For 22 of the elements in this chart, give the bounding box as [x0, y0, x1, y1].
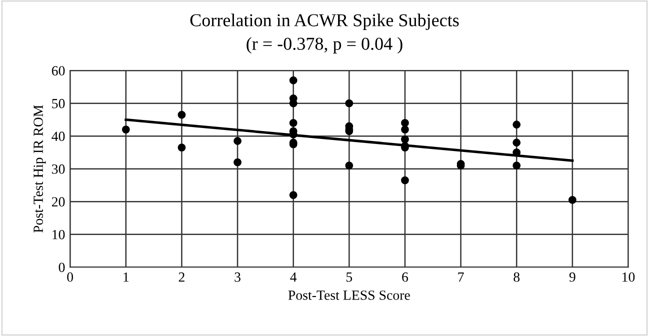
y-tick-label: 30	[52, 164, 65, 174]
x-tick-label: 5	[346, 272, 352, 282]
x-tick-label: 7	[458, 272, 464, 282]
x-axis-title: Post-Test LESS Score	[288, 290, 410, 300]
x-tick-label: 8	[514, 272, 520, 282]
y-axis-title: Post-Test Hip IR ROM	[34, 105, 46, 233]
chart-title: Correlation in ACWR Spike Subjects	[190, 14, 459, 30]
x-tick-label: 3	[234, 272, 240, 282]
x-tick-label: 9	[569, 272, 576, 282]
x-tick-label: 1	[124, 272, 129, 282]
y-tick-label: 60	[52, 66, 65, 76]
y-tick-label: 0	[58, 262, 65, 272]
x-tick-label: 2	[178, 272, 184, 282]
x-tick-label: 4	[290, 272, 297, 282]
y-tick-label: 20	[52, 197, 65, 207]
x-tick-label: 0	[67, 272, 74, 282]
x-tick-label: 10	[622, 272, 635, 282]
y-tick-label: 40	[52, 132, 65, 142]
x-tick-label: 6	[402, 272, 408, 282]
y-tick-label: 50	[52, 98, 65, 108]
y-tick-label: 10	[52, 230, 65, 240]
chart-subtitle: (r = -0.378, p = 0.04 )	[246, 37, 402, 54]
